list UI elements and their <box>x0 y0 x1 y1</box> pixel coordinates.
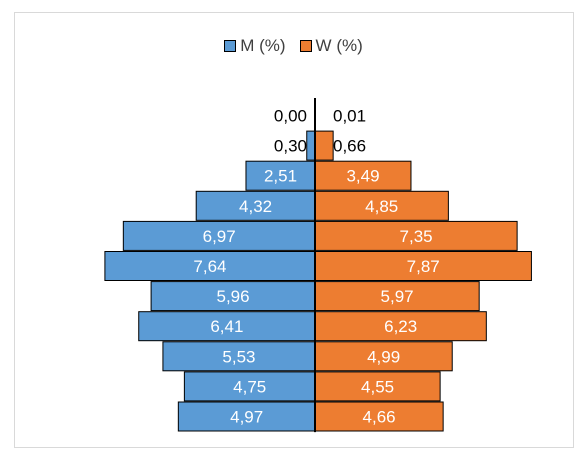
label-w-0: 0,01 <box>333 107 366 126</box>
chart-legend: M (%) W (%) <box>0 36 587 56</box>
label-m-9: 4,75 <box>233 377 266 396</box>
label-m-7: 6,41 <box>210 317 243 336</box>
legend-swatch-m <box>224 40 237 52</box>
label-w-3: 4,85 <box>365 197 398 216</box>
label-w-4: 7,35 <box>400 227 433 246</box>
label-w-10: 4,66 <box>363 408 396 427</box>
bar-m-8 <box>162 341 316 372</box>
bar-w-5 <box>314 251 532 281</box>
bar-m-3 <box>195 190 316 221</box>
label-m-10: 4,97 <box>230 408 263 427</box>
bar-w-3 <box>314 190 449 221</box>
bar-m-2 <box>245 160 316 191</box>
legend-label-w: W (%) <box>315 36 363 55</box>
label-w-7: 6,23 <box>384 317 417 336</box>
legend-item-w: W (%) <box>299 36 363 56</box>
bar-w-10 <box>314 401 444 432</box>
label-w-2: 3,49 <box>346 167 379 186</box>
label-m-5: 7,64 <box>193 257 226 276</box>
bar-m-10 <box>177 401 316 432</box>
legend-label-m: M (%) <box>240 36 286 55</box>
label-m-2: 2,51 <box>264 167 297 186</box>
bar-w-4 <box>314 220 518 251</box>
label-w-1: 0,66 <box>333 137 366 156</box>
label-w-8: 4,99 <box>367 347 400 366</box>
label-m-8: 5,53 <box>222 347 255 366</box>
label-m-1: 0,30 <box>274 137 307 156</box>
label-m-0: 0,00 <box>274 107 307 126</box>
bar-m-4 <box>122 220 316 251</box>
label-m-4: 6,97 <box>203 227 236 246</box>
bar-w-7 <box>314 311 487 342</box>
label-w-5: 7,87 <box>407 257 440 276</box>
bar-m-7 <box>138 311 316 342</box>
label-m-6: 5,96 <box>217 287 250 306</box>
legend-item-m: M (%) <box>224 36 286 56</box>
bar-w-8 <box>314 341 453 372</box>
label-m-3: 4,32 <box>239 197 272 216</box>
bar-w-1 <box>314 130 334 161</box>
bar-m-9 <box>183 371 316 402</box>
bar-m-6 <box>150 281 316 312</box>
label-w-9: 4,55 <box>361 377 394 396</box>
legend-swatch-w <box>299 40 312 52</box>
bar-m-1 <box>306 130 316 161</box>
label-w-6: 5,97 <box>381 287 414 306</box>
